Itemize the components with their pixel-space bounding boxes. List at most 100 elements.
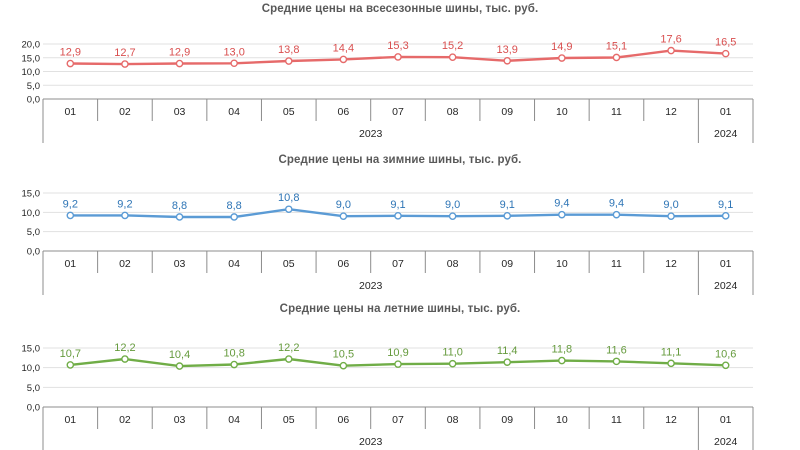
line-chart-winter: 0,0 5,0 10,0 15,0 9,2 9,2 8,8 8,8 10,8 9,0 9,1 9,0 9… [22, 189, 754, 295]
data-point-marker [284, 205, 293, 214]
data-point-marker [175, 213, 184, 221]
data-point-marker [121, 60, 129, 68]
data-point-label: 15,3 [387, 40, 408, 52]
data-point-label: 11,6 [606, 344, 627, 356]
data-point-label: 10,6 [715, 348, 736, 360]
data-point-marker [721, 49, 730, 58]
data-point-marker [667, 212, 675, 221]
data-point-marker [284, 355, 293, 363]
month-tick-label: 03 [174, 414, 186, 426]
month-tick-label: 08 [447, 414, 459, 426]
data-point-marker [121, 211, 129, 220]
data-point-marker [230, 360, 238, 369]
data-point-label: 8,8 [172, 200, 187, 212]
data-point-marker [394, 53, 402, 61]
line-chart-summer: 0,0 5,0 10,0 15,0 10,7 12,2 10,4 10,8 12,2 10,5 10… [22, 342, 754, 450]
line-chart-allseason: 0,0 5,0 10,0 15,0 20,0 12,9 12,7 12,9 13,0 13,8 14… [22, 34, 754, 143]
data-point-marker [721, 361, 730, 370]
chart-title-summer: Средние цены на летние шины, тыс. руб. [279, 303, 521, 315]
y-tick-label: 0,0 [27, 403, 40, 414]
data-point-marker [66, 59, 75, 68]
month-tick-label: 11 [611, 106, 622, 118]
month-tick-label: 12 [665, 106, 677, 118]
data-point-marker [175, 362, 184, 370]
month-tick-label: 01 [64, 258, 76, 270]
data-point-marker [721, 212, 730, 220]
data-point-label: 9,2 [117, 198, 132, 210]
data-point-marker [558, 210, 566, 219]
data-point-label: 12,2 [114, 342, 135, 354]
month-tick-label: 07 [392, 258, 404, 270]
data-point-marker [503, 212, 512, 220]
month-tick-label: 10 [556, 106, 568, 118]
month-tick-label: 05 [283, 414, 295, 426]
month-tick-label: 01 [64, 106, 76, 118]
data-point-marker [612, 53, 621, 62]
month-tick-label: 04 [228, 258, 240, 270]
data-point-label: 12,9 [169, 47, 190, 59]
data-point-marker [667, 359, 675, 368]
y-tick-label: 15,0 [22, 344, 41, 355]
y-tick-label: 10,0 [22, 363, 41, 374]
data-point-label: 11,4 [497, 345, 518, 357]
month-tick-label: 06 [338, 258, 350, 270]
data-point-label: 10,5 [333, 349, 354, 361]
data-point-marker [448, 359, 457, 368]
data-point-label: 10,7 [60, 348, 81, 360]
data-point-marker [612, 357, 621, 366]
data-point-marker [339, 361, 348, 370]
chart-winter-tires: Средние цены на зимние шины, тыс. руб. 0… [0, 148, 800, 298]
month-tick-label: 11 [611, 258, 622, 270]
y-tick-label: 10,0 [22, 208, 41, 219]
data-point-marker [558, 54, 566, 62]
data-point-label: 10,8 [278, 192, 299, 204]
month-tick-label: 07 [392, 414, 404, 426]
month-tick-label: 02 [119, 106, 131, 118]
data-point-marker [284, 57, 293, 65]
data-point-label: 9,1 [718, 199, 733, 211]
data-point-label: 12,7 [114, 47, 135, 59]
data-point-label: 12,9 [60, 47, 81, 59]
data-point-marker [612, 210, 621, 219]
data-point-marker [121, 355, 129, 363]
year-tick-label: 2024 [714, 128, 738, 140]
month-tick-label: 01 [720, 258, 732, 270]
month-tick-label: 10 [556, 414, 568, 426]
month-tick-label: 06 [338, 106, 350, 118]
y-tick-label: 20,0 [22, 40, 41, 51]
data-point-marker [558, 356, 566, 365]
year-tick-label: 2024 [714, 280, 738, 292]
chart-title-allseason: Средние цены на всесезонные шины, тыс. р… [261, 3, 539, 15]
data-point-marker [230, 59, 238, 68]
month-tick-label: 05 [283, 258, 295, 270]
month-tick-label: 01 [720, 106, 732, 118]
month-tick-label: 03 [174, 258, 186, 270]
chart-allseason-tires: Средние цены на всесезонные шины, тыс. р… [0, 0, 800, 148]
data-point-label: 11,1 [661, 346, 682, 358]
data-point-marker [175, 59, 184, 68]
data-point-label: 10,9 [387, 347, 408, 359]
data-point-label: 8,8 [227, 200, 242, 212]
y-tick-label: 15,0 [22, 53, 41, 64]
month-tick-label: 04 [228, 106, 240, 118]
month-tick-label: 08 [447, 258, 459, 270]
year-tick-label: 2023 [359, 280, 383, 292]
data-point-marker [448, 212, 457, 221]
data-point-label: 10,4 [169, 349, 190, 361]
month-tick-label: 09 [501, 258, 513, 270]
month-tick-label: 01 [64, 414, 76, 426]
year-tick-label: 2023 [359, 128, 383, 140]
data-point-label: 9,1 [390, 199, 405, 211]
data-point-label: 10,8 [223, 348, 244, 360]
data-point-marker [66, 211, 75, 220]
y-tick-label: 5,0 [27, 227, 40, 238]
data-point-label: 9,4 [609, 198, 624, 210]
data-point-label: 15,2 [442, 40, 463, 52]
data-point-marker [503, 56, 512, 65]
data-point-marker [66, 361, 75, 369]
y-tick-label: 0,0 [27, 95, 40, 106]
month-tick-label: 11 [611, 414, 622, 426]
data-point-marker [667, 46, 675, 55]
data-point-label: 13,0 [223, 46, 244, 58]
y-tick-label: 15,0 [22, 189, 41, 200]
